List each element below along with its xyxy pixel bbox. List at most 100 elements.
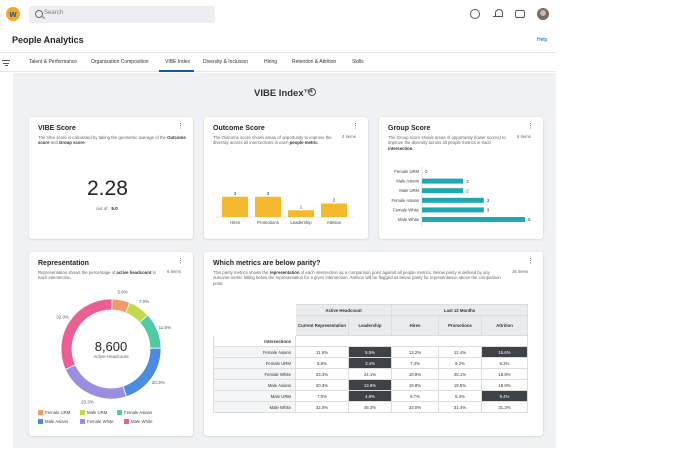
- info-icon[interactable]: i: [308, 88, 316, 96]
- table-cell: 48.3%: [348, 401, 392, 413]
- outcome-bar-chart: 3 Hires 3 Promotions 1 Leadership 2 Attrition: [216, 191, 354, 225]
- table-cell: 24.1%: [348, 368, 392, 380]
- bar: [422, 197, 484, 203]
- table-cell: 9.2%: [438, 357, 482, 369]
- more-options-icon[interactable]: ⋮: [527, 123, 534, 130]
- table-cell: 4.8%: [348, 390, 392, 402]
- vibe-score-card: VIBE Score ⋮ The Vibe score is calculate…: [29, 117, 193, 239]
- data-label: 1: [300, 204, 303, 209]
- bar: [422, 217, 525, 222]
- tab-diversity-inclusion[interactable]: Diversity & Inclusion: [203, 59, 249, 65]
- more-options-icon[interactable]: ⋮: [177, 258, 184, 265]
- table-cell: 5.5%: [348, 346, 392, 358]
- outcome-score-card: Outcome Score ⋮ 4 items The Outcome scor…: [204, 117, 368, 239]
- table-header-row: Current Representation Leadership Hires …: [213, 315, 528, 336]
- legend-item: Male URM: [80, 410, 107, 415]
- row-label: Male URM: [213, 390, 296, 402]
- donut-slice: [64, 364, 127, 400]
- workday-logo[interactable]: w: [6, 7, 20, 21]
- search-icon: [35, 10, 43, 18]
- tick-label: Male Asians: [396, 179, 419, 184]
- card-title: Representation: [38, 260, 89, 267]
- avatar[interactable]: [537, 8, 549, 20]
- tab-skills[interactable]: Skills: [352, 59, 364, 65]
- card-title: Group Score: [388, 125, 431, 132]
- table-cell: 15.6%: [481, 346, 528, 358]
- tab-talent-performance[interactable]: Talent & Performance: [29, 59, 78, 65]
- tick-label: Female White: [393, 207, 420, 212]
- page-title: People Analytics: [12, 35, 84, 45]
- dashboard-title: VIBE Index™: [254, 88, 314, 99]
- representation-card: Representation ⋮ 6 items Representation …: [29, 252, 193, 436]
- data-label: 2: [466, 179, 469, 184]
- table-row: Male Asians 20.3% 13.8% 19.8% 18.5% 18.8%: [213, 379, 528, 391]
- data-label: 3: [487, 198, 490, 203]
- donut-slice: [60, 298, 113, 370]
- table-cell: 9.4%: [481, 390, 528, 402]
- tick-label: Male URM: [399, 188, 419, 193]
- bar: [422, 207, 484, 213]
- legend-item: Male White: [124, 419, 153, 424]
- tab-hiring[interactable]: Hiring: [264, 59, 278, 65]
- data-label: 3: [234, 191, 237, 196]
- legend-item: Female Asians: [117, 410, 152, 415]
- tick-label: Promotions: [257, 220, 279, 225]
- bar: [222, 196, 248, 217]
- inbox-icon[interactable]: [515, 10, 525, 18]
- row-label: Female URM: [213, 357, 296, 369]
- table-cell: 25.1%: [438, 368, 482, 380]
- tab-retention-attrition[interactable]: Retention & Attrition: [292, 59, 337, 65]
- representation-donut-chart: 5.8% 7.0% 11.6% 20.3% 23.3% 32.0% 8,600Active …: [56, 290, 171, 404]
- slice-label: 23.3%: [81, 399, 94, 404]
- table-cell: 19.8%: [391, 368, 439, 380]
- table-cell: 20.3%: [295, 379, 349, 391]
- table-cell: 3.4%: [348, 357, 392, 369]
- tab-vibe-index[interactable]: VIBE Index: [165, 59, 191, 65]
- table-cell: 6.3%: [481, 357, 528, 369]
- table-row: Female URM 5.8% 3.4% 7.4% 9.2% 6.3%: [213, 357, 528, 369]
- item-count: 6 items: [167, 269, 181, 274]
- data-label: 5: [528, 217, 531, 222]
- tick-label: Hires: [230, 220, 240, 225]
- table-cell: 7.0%: [295, 390, 349, 402]
- tick-label: Female Asians: [392, 198, 419, 203]
- table-cell: 18.8%: [481, 368, 528, 380]
- intersections-label: Intersections: [213, 335, 296, 347]
- more-options-icon[interactable]: ⋮: [177, 123, 184, 130]
- group-score-card: Group Score ⋮ 6 items The Group score sh…: [379, 117, 543, 239]
- column-header: Current Representation: [295, 315, 349, 336]
- chat-icon[interactable]: [470, 9, 480, 19]
- out-of-label: out of 5.0: [96, 206, 118, 211]
- column-header: Leadership: [348, 315, 392, 336]
- table-row: Female Asians 11.6% 5.5% 13.2% 12.4% 15.6%: [213, 346, 528, 358]
- table-cell: 7.4%: [391, 357, 439, 369]
- slice-label: 20.3%: [152, 380, 165, 385]
- table-cell: 6.3%: [438, 390, 482, 402]
- data-label: 0: [425, 169, 428, 174]
- parity-card: Which metrics are below parity? ⋮ 36 ite…: [204, 252, 543, 436]
- help-link[interactable]: Help: [537, 37, 548, 43]
- legend-item: Female URM: [38, 410, 70, 415]
- search-input[interactable]: Search: [29, 6, 215, 23]
- row-label: Female Asians: [213, 346, 296, 358]
- filter-icon[interactable]: [2, 59, 10, 67]
- table-cell: 18.5%: [438, 379, 482, 391]
- table-cell: 33.0%: [391, 401, 439, 413]
- card-description: The Vibe score is calculated by taking t…: [38, 135, 186, 146]
- more-options-icon[interactable]: ⋮: [527, 258, 534, 265]
- tab-organization-composition[interactable]: Organization Composition: [91, 59, 149, 65]
- table-cell: 19.8%: [391, 379, 439, 391]
- bar: [321, 203, 347, 217]
- parity-table: Active Headcount Last 12 Months Current …: [213, 304, 528, 413]
- table-cell: 13.8%: [348, 379, 392, 391]
- slice-label: 32.0%: [56, 314, 69, 319]
- table-cell: 31.4%: [438, 401, 482, 413]
- bar: [422, 188, 464, 194]
- more-options-icon[interactable]: ⋮: [352, 123, 359, 130]
- bell-icon[interactable]: [493, 9, 503, 19]
- intersections-header-row: Intersections: [213, 335, 528, 347]
- donut-slice: [139, 314, 162, 349]
- column-group-header: Active Headcount: [295, 304, 392, 316]
- bar: [422, 178, 464, 184]
- table-cell: 32.0%: [295, 401, 349, 413]
